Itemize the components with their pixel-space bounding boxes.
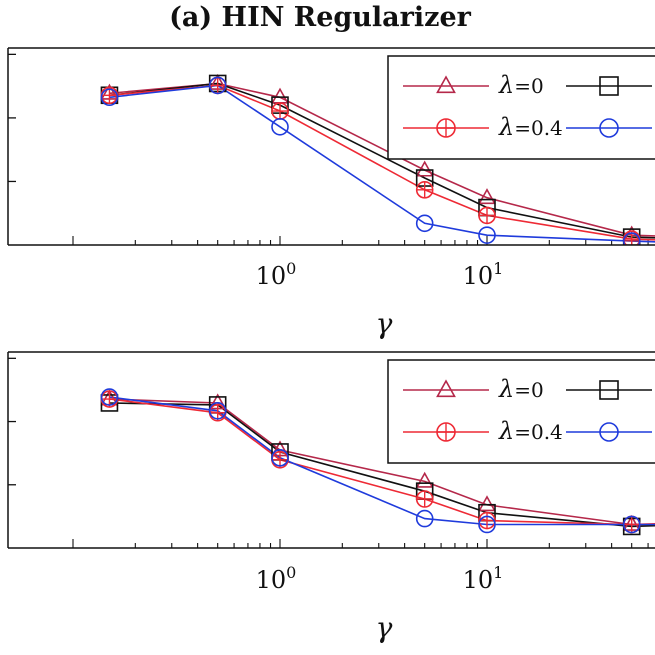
data-point-lambda_0_4 xyxy=(415,490,434,508)
data-point-blue_series xyxy=(622,232,641,245)
data-point-lambda_0_4 xyxy=(478,511,496,530)
tick-exponent: 0 xyxy=(286,563,296,582)
x-axis-label: γ xyxy=(376,611,393,644)
legend-marker xyxy=(599,76,619,96)
data-point-blue_series xyxy=(271,449,289,467)
legend-marker xyxy=(599,380,619,400)
legend-marker xyxy=(436,118,456,138)
tick-exponent: 1 xyxy=(493,563,503,582)
legend-box xyxy=(387,359,655,464)
data-point-blue_series xyxy=(478,515,496,534)
legend-marker xyxy=(599,422,619,442)
legend-value: =0 xyxy=(514,378,543,402)
legend-value: =0.4 xyxy=(514,420,563,444)
data-point-blue_series xyxy=(100,388,119,406)
legend: λ=0λ=0.4 xyxy=(387,359,655,464)
data-point-lambda_0_4 xyxy=(478,206,496,225)
tick-exponent: 0 xyxy=(286,259,296,278)
x-tick-label: 100 xyxy=(256,563,297,594)
legend-symbol: λ xyxy=(498,113,514,141)
legend: λ=0λ=0.4 xyxy=(387,55,655,160)
legend-marker xyxy=(436,422,456,442)
data-point-blue_series xyxy=(208,401,227,420)
data-point-lambda_0 xyxy=(415,160,434,177)
data-point-lambda_0_4 xyxy=(271,102,289,120)
tick-base: 10 xyxy=(463,262,494,290)
legend-value: =0.4 xyxy=(514,116,563,140)
x-axis-label: γ xyxy=(376,307,393,340)
data-point-blue_series xyxy=(271,118,289,136)
plot-area xyxy=(100,73,655,245)
data-point-blue_series xyxy=(100,88,119,107)
legend-box xyxy=(387,55,655,160)
data-point-lambda_0 xyxy=(478,495,496,512)
legend-symbol: λ xyxy=(498,375,514,403)
figure-title: (a) HIN Regularizer xyxy=(169,2,471,33)
x-tick-label: 100 xyxy=(256,259,297,290)
data-point-blue_series xyxy=(622,515,641,534)
data-point-lambda_0_4 xyxy=(415,181,434,199)
legend-symbol: λ xyxy=(498,71,514,99)
data-point-lambda_0 xyxy=(415,471,434,488)
data-point-blue_series xyxy=(415,509,434,528)
tick-exponent: 1 xyxy=(493,259,503,278)
legend-label: λ=0 xyxy=(498,375,544,403)
x-tick-label: 101 xyxy=(463,259,504,290)
x-tick-label: 101 xyxy=(463,563,504,594)
legend-marker xyxy=(599,118,619,138)
legend-label: λ=0 xyxy=(498,71,544,99)
data-point-blue_series xyxy=(208,76,227,95)
legend-marker xyxy=(436,379,456,398)
data-point-blue_series xyxy=(415,214,434,233)
legend-value: =0 xyxy=(514,74,543,98)
tick-base: 10 xyxy=(463,566,494,594)
legend-marker xyxy=(436,75,456,94)
legend-symbol: λ xyxy=(498,417,514,445)
legend-label: λ=0.4 xyxy=(498,113,563,141)
data-point-blue_series xyxy=(478,226,496,244)
plot-area xyxy=(100,388,655,536)
legend-label: λ=0.4 xyxy=(498,417,563,445)
tick-base: 10 xyxy=(256,566,287,594)
tick-base: 10 xyxy=(256,262,287,290)
data-point-lambda_0 xyxy=(478,188,496,205)
